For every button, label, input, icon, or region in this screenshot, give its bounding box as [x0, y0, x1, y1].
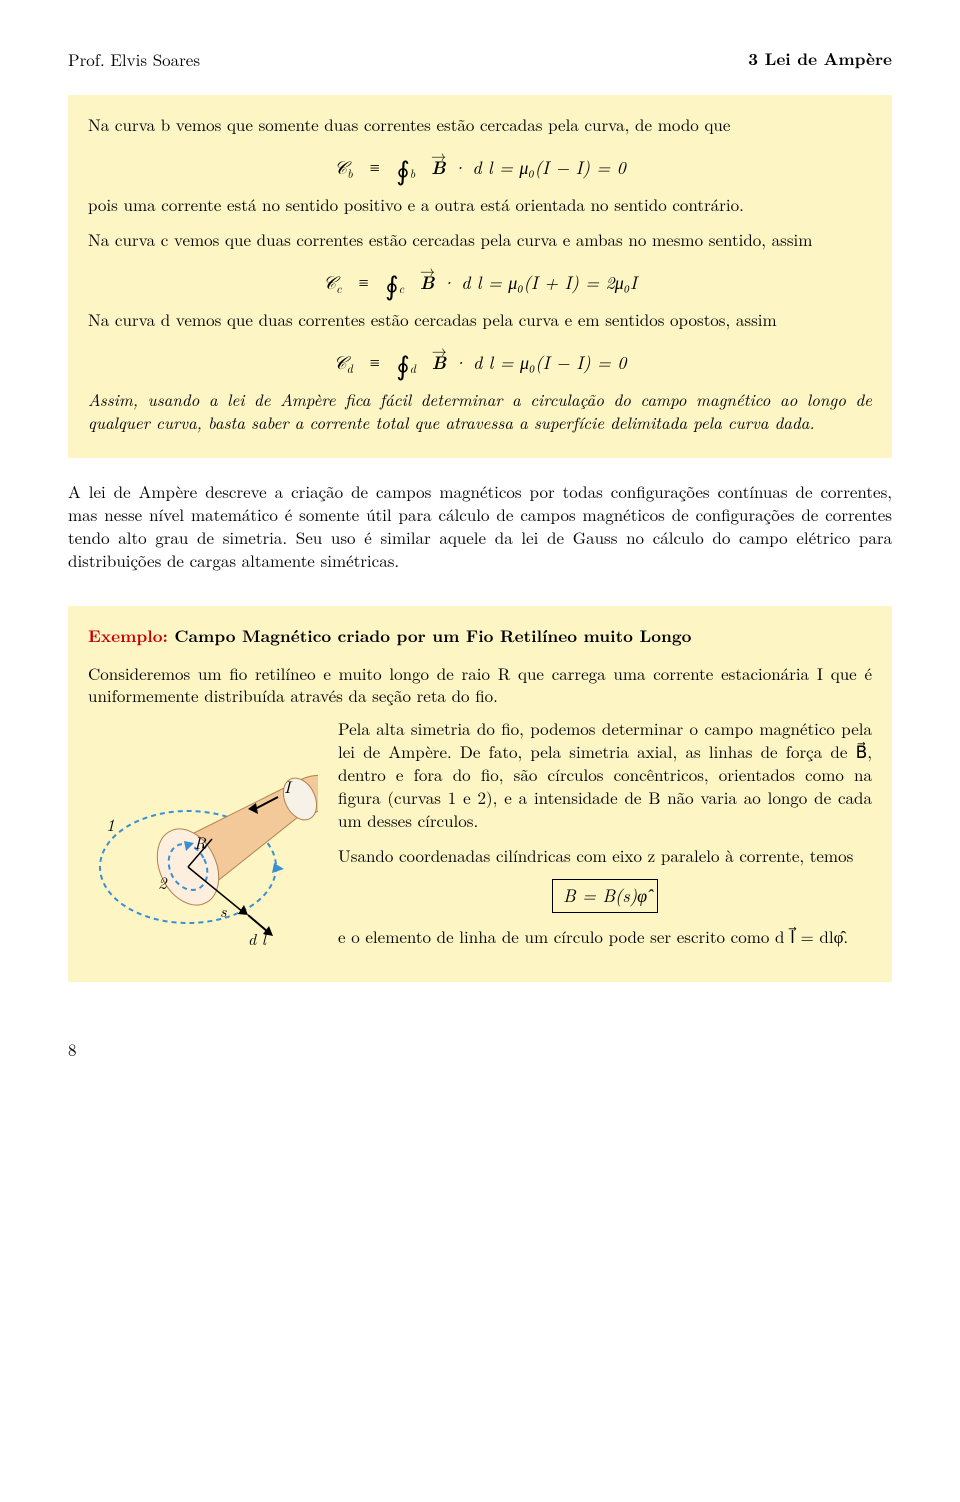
closed-integral-icon: ∮: [396, 151, 410, 188]
boxed-equation: B⃗ = B(s)φ̂: [552, 879, 658, 913]
box1-p5: Assim, usando a lei de Ampère fica fácil…: [88, 388, 872, 434]
box2-p3: Usando coordenadas cilíndricas com eixo …: [338, 844, 872, 867]
eq-rhs: · d l⃗ = μ₀(I − I) = 0: [453, 350, 627, 375]
derivation-box: Na curva b vemos que somente duas corren…: [68, 95, 892, 458]
eq-lhs: 𝒞: [334, 155, 347, 180]
eq-sub: d: [347, 360, 353, 377]
eq-sub: c: [336, 280, 342, 297]
box2-p1: Consideremos um fio retilíneo e muito lo…: [88, 662, 872, 708]
eq-int-sub: c: [399, 280, 405, 297]
eq-lhs: 𝒞: [323, 270, 336, 295]
fig-label-R: R: [194, 830, 207, 854]
fig-label-1: 1: [106, 812, 115, 836]
wire-svg: 1 2 I R s d l⃗: [88, 717, 318, 957]
box2-p4: e o elemento de linha de um círculo pode…: [338, 925, 872, 948]
example-title: Exemplo: Campo Magnético criado por um F…: [88, 624, 872, 648]
equation-cd: 𝒞d ≡ ∮d →B · d l⃗ = μ₀(I − I) = 0: [88, 341, 872, 376]
equation-cc: 𝒞c ≡ ∮c →B · d l⃗ = μ₀(I + I) = 2μ₀I: [88, 261, 872, 296]
eq-rhs: · d l⃗ = μ₀(I − I) = 0: [452, 155, 626, 180]
wire-figure: 1 2 I R s d l⃗: [88, 717, 318, 962]
example-title-red: Exemplo:: [88, 624, 168, 648]
box1-p2: pois uma corrente está no sentido positi…: [88, 193, 872, 216]
eq-sub: b: [347, 165, 353, 182]
fig-label-dl: d l⃗: [248, 927, 267, 950]
eq-rhs: · d l⃗ = μ₀(I + I) = 2μ₀I: [441, 270, 637, 295]
example-box: Exemplo: Campo Magnético criado por um F…: [68, 606, 892, 983]
eq-lhs: 𝒞: [334, 350, 347, 375]
example-title-rest: Campo Magnético criado por um Fio Retilí…: [168, 624, 692, 648]
page-number: 8: [68, 1038, 892, 1061]
header-left: Prof. Elvis Soares: [68, 48, 200, 71]
eq-int-sub: d: [410, 360, 416, 377]
closed-integral-icon: ∮: [385, 266, 399, 303]
equation-boxed: B⃗ = B(s)φ̂: [338, 879, 872, 913]
fig-label-2: 2: [158, 870, 168, 894]
box1-p1: Na curva b vemos que somente duas corren…: [88, 113, 872, 136]
vector-B: →B: [420, 270, 435, 295]
box1-p4: Na curva d vemos que duas correntes estã…: [88, 308, 872, 331]
arrowhead-icon: [272, 863, 284, 873]
box1-p3: Na curva c vemos que duas correntes estã…: [88, 228, 872, 251]
header-right: 3 Lei de Ampère: [748, 48, 892, 71]
mid-paragraph: A lei de Ampère descreve a criação de ca…: [68, 480, 892, 572]
eq-int-sub: b: [410, 165, 416, 182]
equation-cb: 𝒞b ≡ ∮b →B · d l⃗ = μ₀(I − I) = 0: [88, 146, 872, 181]
fig-label-s: s: [220, 899, 227, 922]
box2-p2: Pela alta simetria do fio, podemos deter…: [338, 717, 872, 832]
vector-B: →B: [431, 155, 446, 180]
closed-integral-icon: ∮: [396, 346, 410, 383]
vector-B: →B: [432, 350, 447, 375]
